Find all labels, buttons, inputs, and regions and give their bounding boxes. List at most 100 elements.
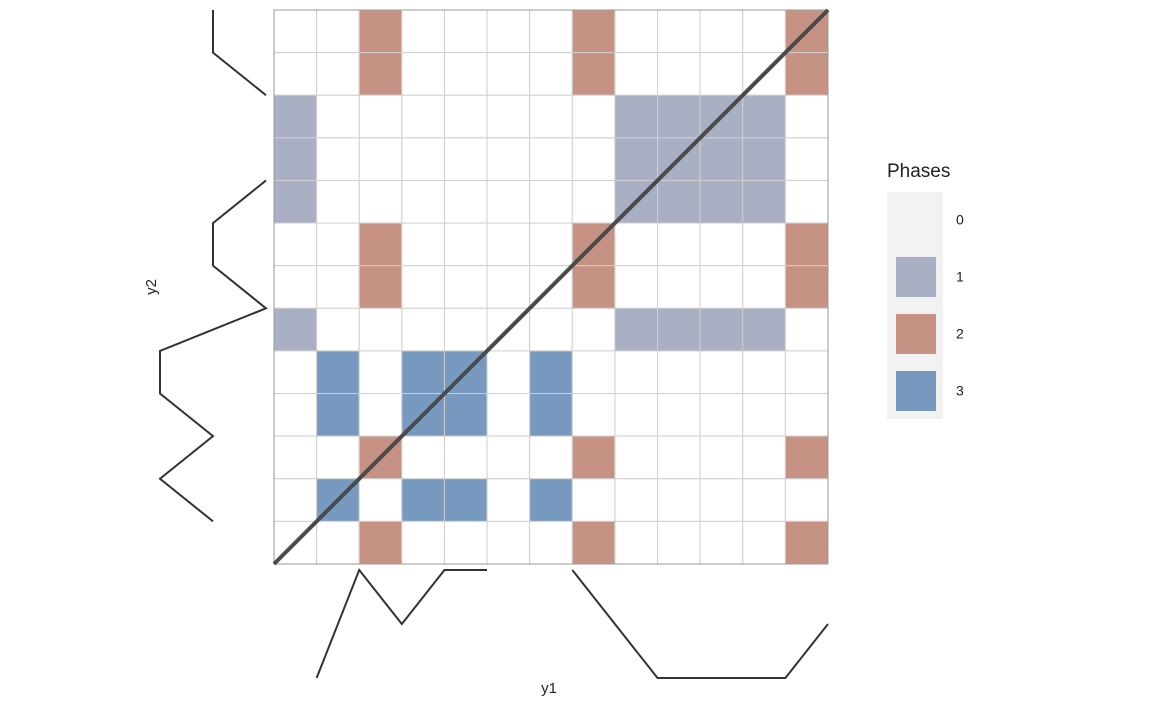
heatmap-cell (486, 265, 531, 309)
legend-swatch (896, 371, 936, 411)
heatmap-cell (742, 350, 786, 395)
heatmap-cell (657, 9, 701, 54)
heatmap-cell (614, 137, 659, 181)
heatmap-cell (742, 520, 786, 565)
heatmap-cell (358, 307, 403, 352)
heatmap-cell (273, 137, 318, 181)
heatmap-cell (657, 94, 701, 139)
heatmap-cell (529, 350, 573, 395)
legend-label: 1 (956, 269, 964, 285)
heatmap-cell (401, 94, 445, 139)
heatmap-cell (316, 137, 360, 181)
heatmap-cell (443, 265, 488, 309)
heatmap-cell (784, 307, 829, 352)
y2-line (158, 10, 268, 523)
heatmap-cell (742, 222, 786, 267)
heatmap-cell (571, 435, 616, 480)
heatmap-cell (699, 350, 744, 395)
heatmap-cell (699, 520, 744, 565)
heatmap-cell (401, 307, 445, 352)
heatmap-cell (699, 307, 744, 352)
heatmap-cell (529, 137, 573, 181)
heatmap-cell (358, 520, 403, 565)
heatmap-cell (614, 52, 659, 96)
heatmap-cell (784, 435, 829, 480)
heatmap-cell (657, 265, 701, 309)
heatmap-cell (699, 52, 744, 96)
heatmap-cell (358, 137, 403, 181)
heatmap-cell (784, 265, 829, 309)
legend-swatch (896, 314, 936, 354)
heatmap-cell (657, 520, 701, 565)
heatmap-cell (358, 393, 403, 437)
heatmap-cell (358, 265, 403, 309)
heatmap-cell (486, 222, 531, 267)
heatmap-cell (316, 94, 360, 139)
heatmap-cell (316, 9, 360, 54)
y-axis-label: y2 (143, 279, 160, 295)
heatmap-cell (742, 435, 786, 480)
heatmap-cell (443, 94, 488, 139)
heatmap-cell (571, 307, 616, 352)
heatmap-cell (529, 393, 573, 437)
heatmap-cell (571, 52, 616, 96)
heatmap-cell (742, 478, 786, 522)
heatmap-cell (784, 520, 829, 565)
heatmap-cell (784, 52, 829, 96)
heatmap-cell (443, 9, 488, 54)
heatmap-cell (699, 435, 744, 480)
heatmap-cell (784, 350, 829, 395)
heatmap-cell (443, 307, 488, 352)
heatmap-cell (657, 52, 701, 96)
legend-label: 3 (956, 383, 964, 399)
heatmap-cell (614, 520, 659, 565)
heatmap-cell (316, 307, 360, 352)
heatmap-cell (742, 179, 786, 224)
heatmap-cell (614, 307, 659, 352)
heatmap-cell (784, 137, 829, 181)
heatmap-cell (443, 393, 488, 437)
heatmap-cell (571, 393, 616, 437)
heatmap-cell (486, 435, 531, 480)
heatmap-cell (571, 94, 616, 139)
heatmap-cell (316, 350, 360, 395)
heatmap-cell (614, 222, 659, 267)
heatmap-cell (358, 9, 403, 54)
heatmap-cell (486, 478, 531, 522)
heatmap-cell (358, 478, 403, 522)
heatmap-cell (571, 265, 616, 309)
heatmap-cell (486, 520, 531, 565)
heatmap-cell (571, 520, 616, 565)
heatmap-cell (742, 9, 786, 54)
heatmap-cell (486, 393, 531, 437)
heatmap-cell (699, 222, 744, 267)
heatmap-cell (316, 265, 360, 309)
heatmap-cell (401, 520, 445, 565)
heatmap-cell (358, 52, 403, 96)
x-axis-label: y1 (541, 680, 557, 697)
heatmap-cell (742, 393, 786, 437)
heatmap-cell (742, 307, 786, 352)
heatmap-cell (401, 179, 445, 224)
heatmap-cell (316, 435, 360, 480)
heatmap-cell (529, 520, 573, 565)
plot-border (273, 9, 829, 565)
heatmap-cell (273, 307, 318, 352)
heatmap-cell (529, 222, 573, 267)
heatmap-cell (657, 222, 701, 267)
heatmap-cell (784, 222, 829, 267)
heatmap-cell (784, 179, 829, 224)
heatmap-cell (401, 137, 445, 181)
legend-swatch (896, 200, 936, 240)
heatmap-cell (699, 137, 744, 181)
heatmap-cell (699, 265, 744, 309)
heatmap-cell (614, 265, 659, 309)
heatmap-cell (529, 52, 573, 96)
heatmap-cell (401, 435, 445, 480)
heatmap-cell (486, 137, 531, 181)
heatmap-cell (657, 350, 701, 395)
heatmap-cell (742, 137, 786, 181)
heatmap-cell (742, 265, 786, 309)
heatmap-cell (401, 222, 445, 267)
